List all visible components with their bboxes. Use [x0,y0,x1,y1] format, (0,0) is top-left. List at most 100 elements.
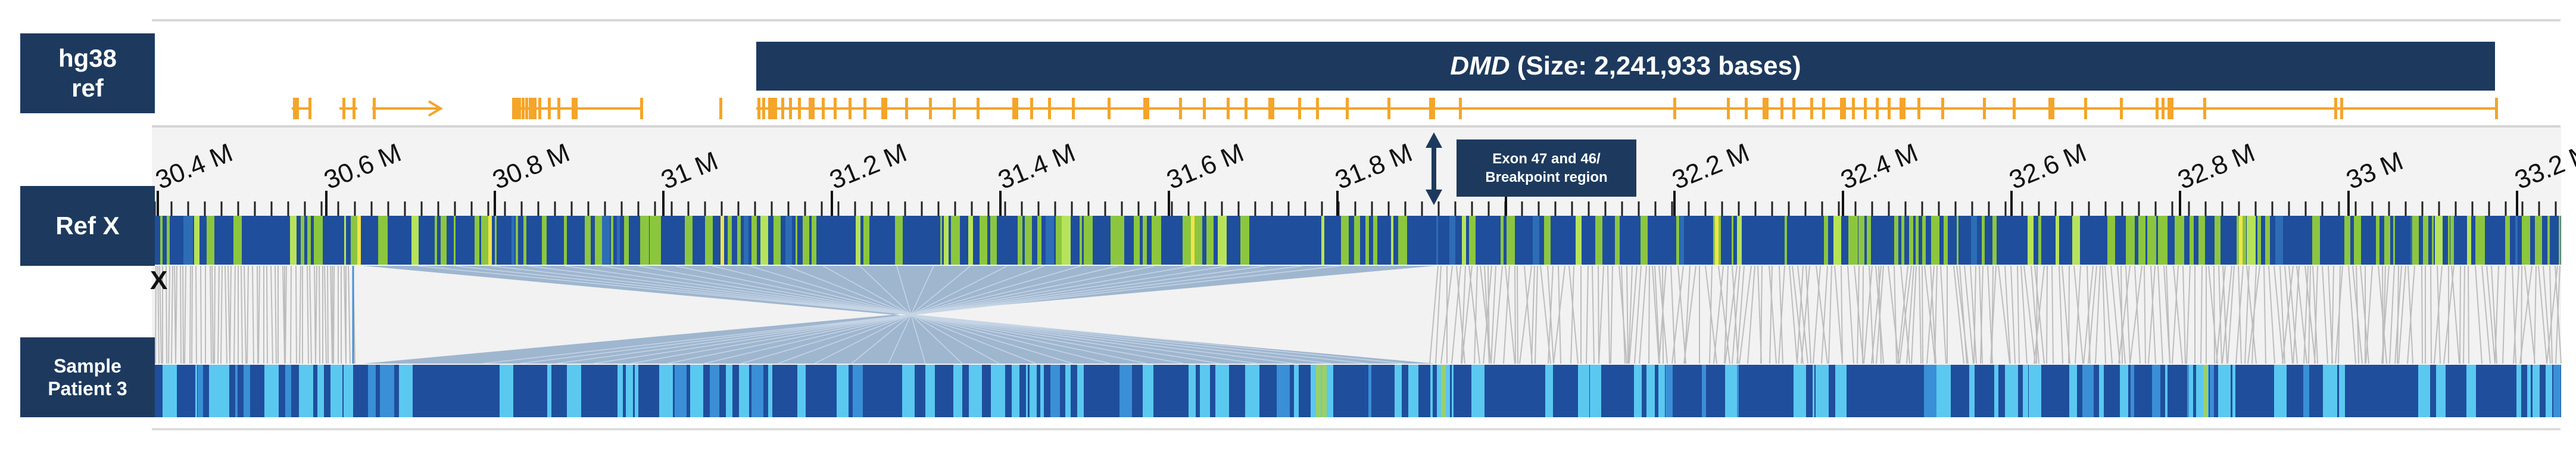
sample-segment [2189,365,2193,417]
ref-x-segment [940,216,942,265]
alignment-line [2546,265,2558,364]
alignment-line [1732,265,1739,364]
sample-segment [2325,365,2337,417]
gene-exon [1852,98,1855,119]
gene-exon [834,98,837,119]
alignment-line [330,265,333,364]
ref-x-segment [737,216,741,265]
sample-segment [244,365,250,417]
ref-x-segment [2190,216,2194,265]
ref-x-segment [863,216,869,265]
sample-segment [1189,365,1196,417]
alignment-line [2118,265,2131,364]
ref-x-segment [2265,216,2270,265]
ref-x-segment [435,216,437,265]
gene-exon [929,98,932,119]
sample-segment [675,365,687,417]
alignment-line [1805,265,1811,364]
ref-x-segment [2384,216,2390,265]
ref-x-segment [1785,216,1787,265]
ref-x-segment [1737,216,1742,265]
ref-x-segment [944,216,949,265]
sample-segment [2069,365,2077,417]
gene-exon [518,98,521,119]
ref-x-segment [1453,216,1455,265]
alignment-line [214,265,216,364]
ref-x-segment [2559,216,2561,265]
sample-segment [1936,365,1951,417]
gene-exon [1876,98,1879,119]
alignment-line [2110,265,2120,364]
ref-x-segment [207,216,214,265]
ref-x-segment [651,216,661,265]
sample-segment [209,365,223,417]
ref-x-segment [378,216,388,265]
alignment-line [1919,265,1922,364]
ref-x-segment [1680,216,1684,265]
ref-x-segment [856,216,860,265]
ref-x-segment [1944,216,1948,265]
sample-segment [710,365,719,417]
alignment-line [2157,265,2163,364]
ref-x-segment [968,216,973,265]
ref-x-segment [2547,216,2550,265]
ref-x-segment [1449,216,1453,265]
ref-x-segment [2467,216,2471,265]
gene-exon [1745,98,1748,119]
ref-x-segment [1025,216,1032,265]
alignment-line [348,265,351,364]
sample-segment [1813,365,1814,417]
ref-x-segment [2126,216,2135,265]
ref-x-segment [1971,216,1977,265]
alignment-line [2314,265,2318,364]
alignment-line [2549,265,2553,364]
sample-segment [2082,365,2094,417]
ref-x-segment [2215,216,2221,265]
ref-x-segment [1436,216,1438,265]
alignment-line [184,265,186,364]
ref-x-segment [2435,216,2443,265]
ref-x-segment [602,216,610,265]
alignment-line [2216,265,2226,364]
sample-segment [1590,365,1601,417]
alignment-line [1713,265,1724,364]
gene-exon [1203,98,1206,119]
alignment-line [189,265,191,364]
gene-exon [1810,98,1813,119]
ref-x-segment [2535,216,2542,265]
sample-segment [344,365,353,417]
alignment-line [2051,265,2054,364]
alignment-line [157,265,160,364]
sample-segment [626,365,633,417]
gene-arrow-icon [428,100,443,117]
gene-exon [2334,98,2337,119]
ref-x-segment [1062,216,1071,265]
sample-segment [195,365,197,417]
sample-segment [925,365,935,417]
ref-x-segment [2475,216,2485,265]
alignment-line [1519,265,1532,364]
ref-x-segment [2393,216,2395,265]
alignment-line [332,265,333,364]
ref-x-segment [516,216,518,265]
sample-label-line1: Sample [54,355,121,377]
gene-exon [2203,98,2206,119]
alignment-line [333,265,335,364]
sample-segment [1119,365,1132,417]
gene-exon [308,98,311,119]
alignment-line [1493,265,1503,364]
ref-x-segment [495,216,497,265]
ref-x-segment [2158,216,2168,265]
ref-x-segment [441,216,447,265]
alignment-line [1732,265,1741,364]
gene-exon [373,98,376,119]
gene-exon [1840,98,1846,119]
sample-segment [1368,365,1371,417]
ref-x-segment [774,216,781,265]
gene-exon [512,98,518,119]
ref-x-segment [2312,216,2320,265]
sample-segment [1452,365,1454,417]
alignment-line [295,265,297,364]
ref-x-mark [2239,216,2243,265]
gene-exon [1245,98,1248,119]
